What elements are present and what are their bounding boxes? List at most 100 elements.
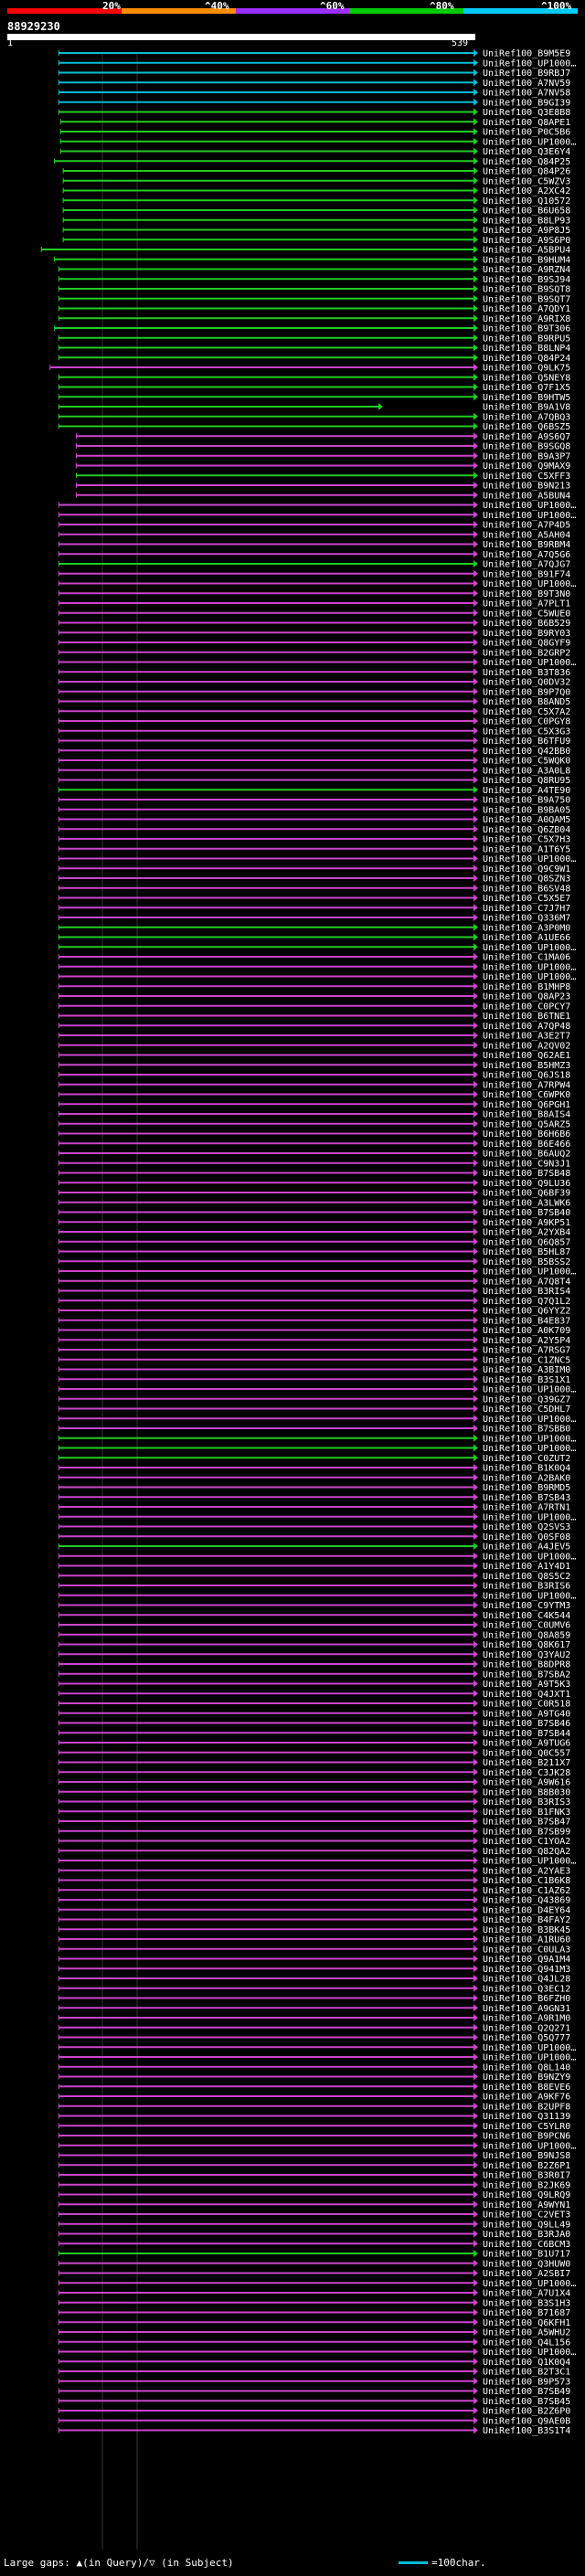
hit-row[interactable]: UniRef100_B7SB99: [58, 1827, 570, 1837]
hit-label[interactable]: UniRef100_UP1000…: [483, 2141, 576, 2151]
hit-row[interactable]: UniRef100_B7SB47: [58, 1818, 570, 1828]
hit-label[interactable]: UniRef100_A9TUG6: [483, 1739, 570, 1749]
hit-row[interactable]: UniRef100_Q84P25: [54, 157, 571, 167]
hit-label[interactable]: UniRef100_UP1000…: [483, 1857, 576, 1867]
hit-label[interactable]: UniRef100_Q43869: [483, 1896, 570, 1906]
hit-row[interactable]: UniRef100_Q84P24: [58, 354, 570, 364]
hit-label[interactable]: UniRef100_C5X5E7: [483, 894, 570, 904]
hit-row[interactable]: UniRef100_Q9LU36: [58, 1179, 570, 1189]
hit-label[interactable]: UniRef100_B9HUM4: [483, 255, 570, 265]
hit-label[interactable]: UniRef100_B9RY03: [483, 629, 570, 639]
hit-label[interactable]: UniRef100_A9S6Q7: [483, 432, 570, 442]
hit-label[interactable]: UniRef100_A2Y5P4: [483, 1336, 570, 1346]
hit-label[interactable]: UniRef100_B8B030: [483, 1787, 570, 1797]
hit-row[interactable]: UniRef100_B9HTW5: [58, 393, 570, 403]
hit-label[interactable]: UniRef100_B9A1V8: [483, 403, 570, 413]
hit-label[interactable]: UniRef100_B9RPU5: [483, 334, 570, 344]
hit-label[interactable]: UniRef100_Q9MAX9: [483, 461, 570, 472]
hit-row[interactable]: UniRef100_Q9LRQ9: [58, 2190, 570, 2200]
hit-row[interactable]: UniRef100_C5X7A2: [58, 707, 570, 717]
hit-label[interactable]: UniRef100_Q7F1X5: [483, 383, 570, 393]
hit-row[interactable]: UniRef100_Q8K617: [58, 1640, 570, 1650]
hit-label[interactable]: UniRef100_C1ZNC5: [483, 1355, 570, 1365]
hit-row[interactable]: UniRef100_Q6Q857: [58, 1237, 570, 1247]
hit-label[interactable]: UniRef100_B9A750: [483, 796, 570, 806]
hit-row[interactable]: UniRef100_C0PGY8: [58, 717, 570, 727]
hit-row[interactable]: UniRef100_B2JK69: [58, 2180, 570, 2190]
hit-row[interactable]: UniRef100_B9P573: [58, 2377, 570, 2387]
hit-label[interactable]: UniRef100_C9N3J1: [483, 1159, 570, 1169]
hit-row[interactable]: UniRef100_B6TNE1: [58, 1012, 570, 1022]
hit-label[interactable]: UniRef100_Q3YAU2: [483, 1650, 570, 1660]
hit-label[interactable]: UniRef100_Q6KFH1: [483, 2318, 570, 2328]
hit-row[interactable]: UniRef100_A7PLT1: [58, 599, 570, 610]
hit-label[interactable]: UniRef100_Q0C557: [483, 1748, 570, 1758]
hit-row[interactable]: UniRef100_Q0DV32: [58, 678, 570, 688]
hit-label[interactable]: UniRef100_Q84P24: [483, 354, 570, 364]
hit-label[interactable]: UniRef100_Q1K0Q4: [483, 2358, 570, 2368]
hit-row[interactable]: UniRef100_Q31139: [58, 2112, 570, 2122]
hit-row[interactable]: UniRef100_B6E466: [58, 1140, 570, 1150]
hit-label[interactable]: UniRef100_A3A0L8: [483, 766, 570, 776]
hit-label[interactable]: UniRef100_Q9C9W1: [483, 864, 570, 875]
hit-row[interactable]: UniRef100_A3LWK6: [58, 1198, 570, 1208]
hit-row[interactable]: UniRef100_Q8RU95: [58, 776, 570, 786]
hit-row[interactable]: UniRef100_Q9MAX9: [75, 461, 570, 472]
hit-label[interactable]: UniRef100_B9RBM4: [483, 540, 570, 550]
hit-row[interactable]: UniRef100_A7QBQ3: [58, 412, 570, 422]
hit-label[interactable]: UniRef100_B9A3P7: [483, 451, 570, 461]
hit-row[interactable]: UniRef100_B9RPU5: [58, 334, 570, 344]
hit-label[interactable]: UniRef100_A9TG40: [483, 1709, 570, 1719]
hit-label[interactable]: UniRef100_Q10572: [483, 196, 570, 207]
hit-row[interactable]: UniRef100_Q42BB0: [58, 747, 570, 757]
hit-row[interactable]: UniRef100_B6SV48: [58, 884, 570, 894]
hit-label[interactable]: UniRef100_B9SGQ8: [483, 442, 570, 452]
hit-label[interactable]: UniRef100_B5HMZ3: [483, 1061, 570, 1071]
hit-label[interactable]: UniRef100_B2GRP2: [483, 648, 570, 658]
hit-label[interactable]: UniRef100_C5X7H3: [483, 835, 570, 845]
hit-label[interactable]: UniRef100_A9KF76: [483, 2093, 570, 2103]
hit-row[interactable]: UniRef100_Q3E8B8: [58, 108, 570, 118]
hit-label[interactable]: UniRef100_A7Q8T4: [483, 1277, 570, 1287]
hit-label[interactable]: UniRef100_B3BK45: [483, 1925, 570, 1935]
hit-label[interactable]: UniRef100_B8AIS4: [483, 1110, 570, 1120]
hit-label[interactable]: UniRef100_UP1000…: [483, 658, 576, 668]
hit-label[interactable]: UniRef100_A0K709: [483, 1326, 570, 1336]
hit-label[interactable]: UniRef100_A7QJG7: [483, 560, 570, 570]
hit-label[interactable]: UniRef100_B2JK69: [483, 2180, 570, 2190]
hit-label[interactable]: UniRef100_C3JK28: [483, 1768, 570, 1778]
hit-label[interactable]: UniRef100_Q8A859: [483, 1630, 570, 1640]
hit-row[interactable]: UniRef100_A9S6Q7: [75, 432, 570, 442]
hit-label[interactable]: UniRef100_C5X7A2: [483, 707, 570, 717]
hit-row[interactable]: UniRef100_Q6BF39: [58, 1189, 570, 1199]
hit-row[interactable]: UniRef100_A2SBI7: [58, 2269, 570, 2279]
hit-label[interactable]: UniRef100_UP1000…: [483, 2043, 576, 2053]
hit-row[interactable]: UniRef100_C9YTM3: [58, 1601, 570, 1611]
hit-label[interactable]: UniRef100_C0UMV6: [483, 1621, 570, 1631]
hit-label[interactable]: UniRef100_UP1000…: [483, 2053, 576, 2063]
hit-label[interactable]: UniRef100_Q6BF39: [483, 1189, 570, 1199]
hit-row[interactable]: UniRef100_B6U658: [62, 207, 570, 217]
hit-row[interactable]: UniRef100_C5WZV3: [62, 176, 570, 186]
hit-label[interactable]: UniRef100_B9P7Q0: [483, 687, 570, 697]
hit-label[interactable]: UniRef100_UP1000…: [483, 1552, 576, 1562]
hit-row[interactable]: UniRef100_Q7F1X5: [58, 383, 570, 393]
hit-label[interactable]: UniRef100_A2BAK0: [483, 1473, 570, 1483]
hit-row[interactable]: UniRef100_B9RMD5: [58, 1483, 570, 1493]
hit-label[interactable]: UniRef100_A7RSG7: [483, 1346, 570, 1356]
hit-label[interactable]: UniRef100_A2QV02: [483, 1041, 570, 1051]
hit-row[interactable]: UniRef100_A9S6P0: [62, 236, 570, 246]
hit-row[interactable]: UniRef100_B2Z6P0: [58, 2407, 570, 2417]
hit-row[interactable]: UniRef100_A7NV59: [58, 79, 570, 89]
hit-row[interactable]: UniRef100_Q5ARZ5: [58, 1119, 570, 1129]
hit-label[interactable]: UniRef100_A2YAE3: [483, 1866, 570, 1876]
hit-row[interactable]: UniRef100_B9SQT8: [58, 285, 570, 295]
hit-label[interactable]: UniRef100_Q9LK75: [483, 364, 570, 374]
hit-row[interactable]: UniRef100_A7Q5G6: [58, 550, 570, 560]
hit-label[interactable]: UniRef100_A7U1X4: [483, 2289, 570, 2299]
hit-label[interactable]: UniRef100_A7NV58: [483, 89, 570, 99]
hit-row[interactable]: UniRef100_Q39GZ7: [58, 1394, 570, 1405]
hit-label[interactable]: UniRef100_A4TE90: [483, 786, 570, 796]
hit-row[interactable]: UniRef100_Q9A1M4: [58, 1955, 570, 1965]
hit-row[interactable]: UniRef100_UP1000…: [58, 58, 576, 69]
